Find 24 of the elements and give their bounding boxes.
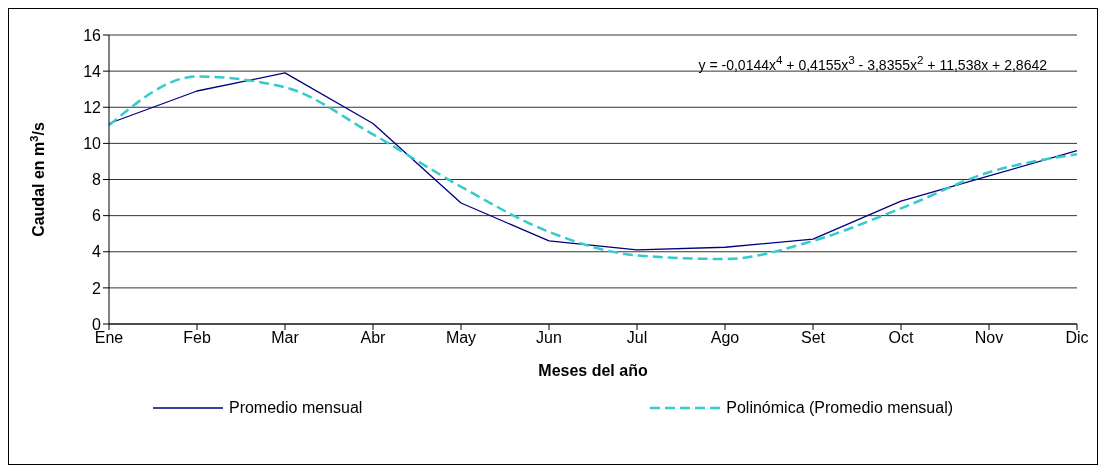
- x-tick-label: Set: [800, 329, 826, 347]
- y-tick-label: 6: [92, 207, 102, 225]
- x-tick-label: Abr: [360, 329, 387, 347]
- legend-label: Promedio mensual: [228, 399, 363, 417]
- x-tick-label: Nov: [974, 329, 1004, 347]
- x-tick-label: Ago: [710, 329, 740, 347]
- y-tick-label: 4: [92, 243, 102, 261]
- x-tick-label: Feb: [183, 329, 211, 347]
- y-tick-label: 10: [83, 135, 102, 153]
- x-tick-label: Jun: [536, 329, 562, 347]
- y-tick-label: 14: [83, 62, 102, 80]
- x-tick-label: May: [445, 329, 477, 347]
- x-tick-label: Mar: [271, 329, 300, 347]
- annotation: y = -0,0144x$^{4}$ + 0,4155x$^{3}$ - 3,8355x$^{2}$ + 11,538x + 2,8642: [698, 53, 1047, 73]
- x-axis-title: Meses del año: [538, 362, 648, 379]
- y-tick-label: 16: [83, 26, 102, 44]
- y-tick-label: 12: [83, 98, 102, 116]
- x-tick-label: Jul: [626, 329, 648, 347]
- x-tick-label: Ene: [94, 329, 124, 347]
- x-tick-label: Dic: [1065, 329, 1089, 347]
- y-tick-label: 8: [92, 171, 102, 189]
- y-tick-label: 2: [92, 279, 102, 297]
- legend-label: Polinómica (Promedio mensual): [726, 399, 954, 417]
- x-tick-label: Oct: [888, 329, 914, 347]
